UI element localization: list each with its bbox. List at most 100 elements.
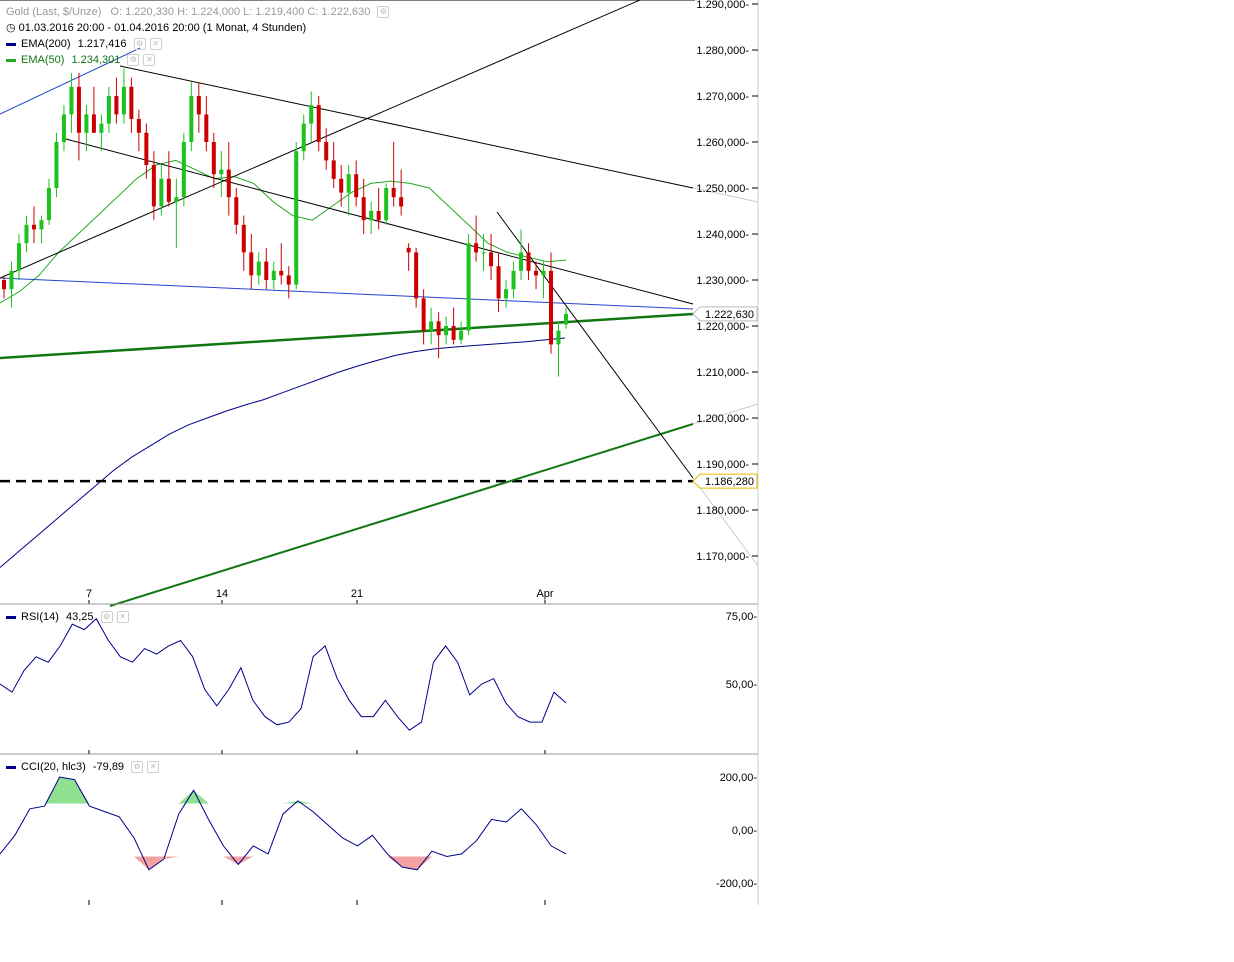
ema50-path (0, 159, 567, 304)
ema200-legend: EMA(200) 1.217,416 ⚙ ✕ (6, 37, 162, 51)
candle-body (46, 188, 51, 221)
candle-body (301, 123, 306, 152)
cci-label: CCI(20, hlc3) (21, 761, 86, 773)
candle-body (54, 142, 59, 188)
black-steep-downtrend-ext (692, 477, 759, 567)
candle-body (76, 86, 81, 133)
ema200-swatch-icon (6, 42, 16, 46)
candle-body (2, 280, 6, 290)
candles (2, 68, 568, 377)
y-tick-label: 1.250,000- (696, 183, 749, 195)
cci-fill-segment (223, 856, 239, 865)
y-tick-label: 1.210,000- (696, 367, 749, 379)
cci-fill-segment (44, 777, 60, 804)
cci-settings-icon[interactable]: ⚙ (131, 761, 144, 774)
cci-tick-label: 200,00- (720, 772, 758, 784)
candle-body (84, 114, 89, 133)
cci-fill-segment (402, 856, 418, 870)
cci-path (0, 776, 567, 871)
candle-body (489, 252, 494, 267)
price-x-axis: 7 14 21 Apr (86, 588, 554, 604)
cci-fill-segment (193, 790, 209, 804)
y-tick-label: 1.230,000- (696, 275, 749, 287)
candle-body (436, 321, 441, 336)
candle-body (346, 174, 351, 193)
last-price-box (692, 306, 758, 322)
cci-swatch-icon (6, 765, 16, 769)
ema200-line (0, 337, 566, 568)
rsi-y-axis: 75,00- 50,00- (726, 604, 759, 754)
instrument-title: Gold (Last, $/Unze) (6, 6, 102, 18)
clock-icon: ◷ (6, 22, 16, 34)
candle-body (451, 326, 456, 340)
cci-close-icon[interactable]: ✕ (147, 761, 160, 774)
candle-body (181, 142, 186, 198)
y-tick-label: 1.270,000- (696, 91, 749, 103)
candle-body (151, 165, 156, 207)
candle-body (496, 266, 501, 299)
rsi-settings-icon[interactable]: ⚙ (100, 611, 113, 624)
rsi-close-icon[interactable]: ✕ (116, 611, 129, 624)
ema200-path (0, 337, 566, 568)
cci-fill-segment (59, 777, 75, 804)
candle-body (549, 270, 554, 345)
last-price-label: 1.222,630 (705, 309, 754, 321)
candle-body (444, 326, 449, 336)
candle-body (376, 211, 381, 221)
candle-body (166, 178, 171, 202)
candle-body (564, 313, 568, 325)
y-tick-label: 1.290,000- (696, 0, 749, 11)
rsi-line (0, 617, 567, 731)
candle-body (294, 151, 299, 285)
candle-body (106, 96, 111, 124)
candle-body (324, 142, 329, 161)
date-range: 01.03.2016 20:00 - 01.04.2016 20:00 (1 M… (18, 22, 307, 34)
ema200-close-icon[interactable]: ✕ (149, 38, 162, 51)
cci-fill-segment (283, 800, 298, 804)
chart-header-line1: Gold (Last, $/Unze) O: 1.220,330 H: 1.22… (6, 5, 390, 19)
candle-body (271, 270, 276, 280)
ema200-settings-icon[interactable]: ⚙ (133, 38, 146, 51)
candle-body (541, 270, 546, 276)
ema50-settings-icon[interactable]: ⚙ (127, 54, 140, 67)
cci-fill-segment (178, 790, 194, 804)
y-tick-label: 1.180,000- (696, 505, 749, 517)
dashed-level-label: 1.186,280 (705, 476, 754, 488)
green-trendline-lower (109, 423, 694, 607)
black-downtrend-lower (61, 137, 694, 305)
candle-body (129, 86, 134, 119)
rsi-legend: RSI(14) 43,25 ⚙ ✕ (6, 610, 129, 624)
chart-header-line2: ◷ 01.03.2016 20:00 - 01.04.2016 20:00 (1… (6, 21, 306, 35)
sub-x-ticks (88, 750, 546, 905)
cci-legend: CCI(20, hlc3) -79,89 ⚙ ✕ (6, 760, 160, 774)
candle-body (249, 252, 254, 276)
blue-trendline (0, 277, 694, 310)
x-tick-label: Apr (536, 588, 553, 600)
candle-body (61, 114, 66, 142)
candle-body (286, 275, 291, 285)
blue-trendline-upper (0, 47, 141, 115)
trendlines (0, 0, 759, 607)
ema50-line (0, 159, 567, 304)
candle-body (204, 114, 209, 142)
candle-body (391, 188, 396, 198)
candle-body (474, 243, 479, 253)
candle-body (211, 142, 216, 175)
ema50-swatch-icon (6, 58, 16, 62)
candle-body (481, 252, 486, 254)
green-trendline-lower-ext (692, 403, 759, 425)
candle-body (361, 197, 366, 221)
candle-body (121, 86, 126, 115)
y-tick-label: 1.260,000- (696, 137, 749, 149)
candle-body (159, 178, 164, 207)
cci-y-axis: 200,00- 0,00- -200,00- (716, 754, 759, 905)
settings-icon[interactable]: ⚙ (377, 6, 390, 19)
ema50-close-icon[interactable]: ✕ (143, 54, 156, 67)
y-tick-label: 1.190,000- (696, 459, 749, 471)
candle-body (144, 132, 149, 165)
candle-body (511, 270, 516, 290)
price-panel: 1.290,000- 1.280,000- 1.270,000- 1.260,000-… (0, 0, 759, 607)
x-tick-label: 7 (86, 588, 92, 600)
candle-body (526, 252, 531, 271)
ohlc-readout: O: 1.220,330 H: 1.224,000 L: 1.219,400 C… (110, 6, 371, 18)
